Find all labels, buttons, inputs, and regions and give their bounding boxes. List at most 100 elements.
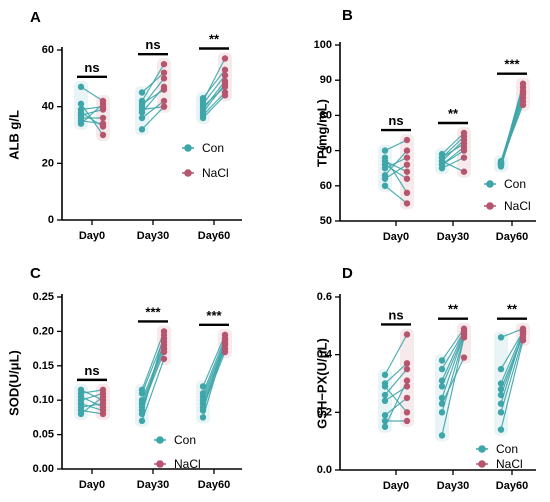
nacl-point [460, 147, 468, 154]
legend-label-con: Con [504, 177, 526, 191]
y-tick-label: 60 [42, 44, 54, 56]
con-point [199, 383, 207, 390]
con-point [77, 100, 85, 108]
significance-label: ** [209, 32, 220, 47]
group-day60: ** [196, 32, 232, 124]
significance-label: ns [145, 37, 160, 52]
con-point [381, 412, 389, 419]
y-tick-label: 70 [320, 145, 332, 157]
pair-line [384, 380, 408, 428]
legend-swatch-nacl [486, 202, 494, 210]
pair-line [80, 389, 104, 394]
nacl-point [221, 340, 229, 347]
pair-line [141, 106, 165, 130]
pair-line [202, 75, 226, 105]
legend-label-con: Con [496, 442, 518, 456]
pair-line [141, 334, 165, 415]
nacl-point [221, 55, 229, 62]
con-point [138, 410, 146, 418]
y-tick-label: 0 [48, 214, 54, 226]
group-day30: ns [135, 37, 171, 136]
nacl-point [99, 100, 107, 108]
legend-swatch-con [478, 445, 486, 453]
pair-line [441, 331, 465, 381]
nacl-point [99, 120, 107, 127]
pair-line [500, 337, 524, 413]
x-tick-label: Day30 [437, 480, 469, 492]
pair-line [384, 185, 408, 204]
pair-line [141, 331, 165, 391]
significance-label: ns [388, 307, 403, 322]
con-point [77, 83, 85, 91]
y-tick-label: 0.4 [317, 349, 333, 361]
y-tick-label: 50 [320, 215, 332, 227]
con-point [138, 114, 146, 122]
con-point [497, 334, 505, 341]
panel-c: C SOD(U/μL) 0.00 0.05 0.10 0.15 0.20 0.25 Day0 Da… [7, 265, 242, 491]
pair-line [384, 164, 408, 180]
pair-line [80, 120, 104, 125]
nacl-point [403, 168, 411, 175]
nacl-point [160, 97, 168, 105]
pair-line [441, 136, 465, 159]
group-day60: ** [494, 302, 530, 436]
panel-letter: D [342, 265, 353, 282]
con-point [381, 182, 389, 189]
y-tick-label: 100 [314, 39, 332, 51]
nacl-point [160, 69, 168, 76]
pair-line [80, 403, 104, 412]
con-point [438, 154, 446, 161]
x-tick-label: Day30 [137, 479, 169, 491]
pair-line [141, 358, 165, 422]
con-point [138, 109, 146, 116]
con-point [438, 394, 446, 402]
group-day60: *** [196, 308, 232, 424]
pair-line [384, 150, 408, 176]
con-point [381, 157, 389, 165]
pair-line [384, 160, 408, 173]
nacl-point [160, 75, 168, 82]
x-tick-label: Day60 [198, 479, 230, 491]
con-point [138, 390, 146, 397]
con-point [438, 400, 446, 407]
nacl-point [221, 348, 229, 356]
con-point [381, 371, 389, 379]
nacl-point [221, 80, 229, 88]
legend: Con NaCl [182, 141, 229, 180]
pair-line [141, 86, 165, 113]
con-point [199, 407, 207, 414]
y-axis-label: GSH−PX(U/μL) [315, 338, 330, 429]
pair-line [384, 362, 408, 384]
significance-label: ** [448, 302, 459, 317]
pair-line [202, 92, 226, 116]
x-tick-label: Day0 [79, 230, 105, 242]
nacl-point [160, 348, 168, 356]
y-tick-label: 0.20 [33, 325, 54, 337]
x-tick-label: Day0 [383, 231, 409, 243]
con-point [497, 386, 505, 393]
nacl-point [403, 417, 411, 425]
y-axis-label: ALB g/L [7, 110, 22, 160]
pair-line [441, 143, 465, 159]
pair-line [202, 83, 226, 113]
group-day0: ns [378, 307, 414, 433]
nacl-point [403, 161, 411, 168]
pair-line [80, 389, 104, 401]
con-point [381, 397, 389, 404]
nacl-point [221, 66, 229, 74]
pair-line [441, 337, 465, 436]
pair-line [141, 106, 165, 111]
con-point [438, 365, 446, 373]
nacl-point [403, 365, 411, 373]
legend: Con NaCl [154, 433, 201, 471]
y-tick-label: 20 [42, 157, 54, 169]
panel-d: D GSH−PX(U/μL) 0.0 0.2 0.4 0.6 Day0 Day30 Day60 n… [315, 265, 536, 492]
y-tick-label: 0.00 [33, 463, 54, 475]
legend-label-nacl: NaCl [496, 457, 523, 471]
group-day60: *** [494, 57, 530, 173]
nacl-point [99, 131, 107, 139]
pair-line [441, 132, 465, 155]
nacl-point [99, 410, 107, 418]
nacl-point [160, 338, 168, 345]
